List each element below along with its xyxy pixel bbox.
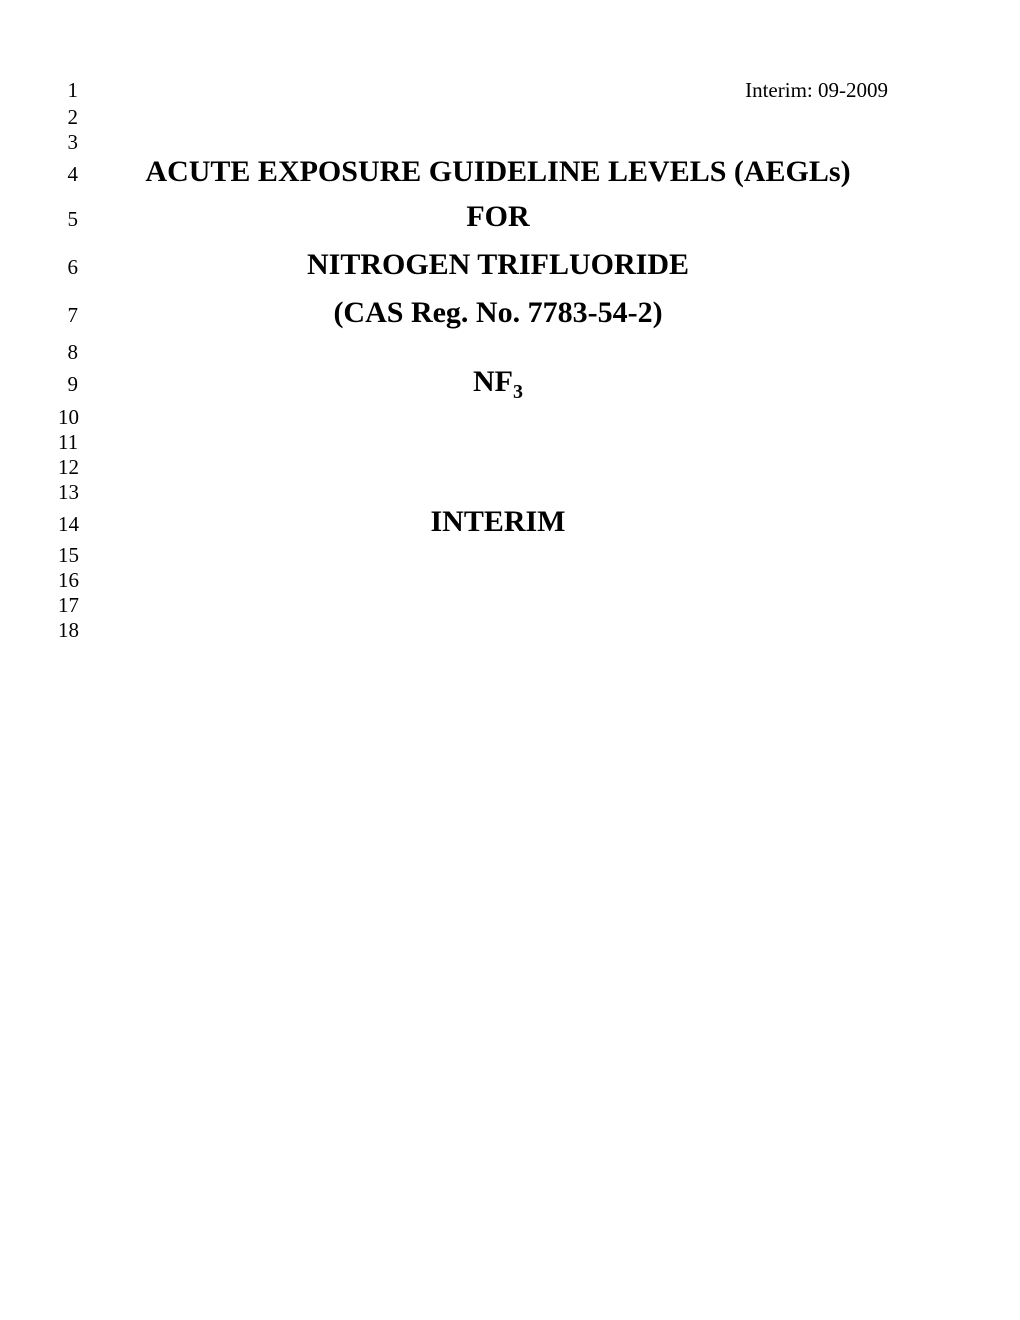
interim-label: INTERIM [108,505,888,539]
title-for: FOR [108,200,888,234]
line-number-9: 9 [58,372,108,397]
formula-subscript: 3 [513,381,523,403]
line-number-15: 15 [58,543,108,568]
line-number-1: 1 [58,78,108,103]
line-number-11: 11 [58,430,108,455]
title-cas: (CAS Reg. No. 7783-54-2) [108,296,888,330]
line-number-5: 5 [58,207,108,232]
line-number-3: 3 [58,130,108,155]
line-number-17: 17 [58,593,108,618]
line-number-12: 12 [58,455,108,480]
header-interim-date: Interim: 09-2009 [108,78,888,103]
line-number-6: 6 [58,255,108,280]
line-number-16: 16 [58,568,108,593]
line-number-4: 4 [58,162,108,187]
line-number-14: 14 [58,512,108,537]
line-number-2: 2 [58,105,108,130]
chemical-formula: NF3 [108,365,888,404]
title-compound: NITROGEN TRIFLUORIDE [108,248,888,282]
line-number-18: 18 [58,618,108,643]
line-number-10: 10 [58,405,108,430]
title-main: ACUTE EXPOSURE GUIDELINE LEVELS (AEGLs) [108,155,888,189]
line-number-7: 7 [58,303,108,328]
line-number-13: 13 [58,480,108,505]
formula-base: NF [473,365,513,398]
line-number-8: 8 [58,340,108,365]
